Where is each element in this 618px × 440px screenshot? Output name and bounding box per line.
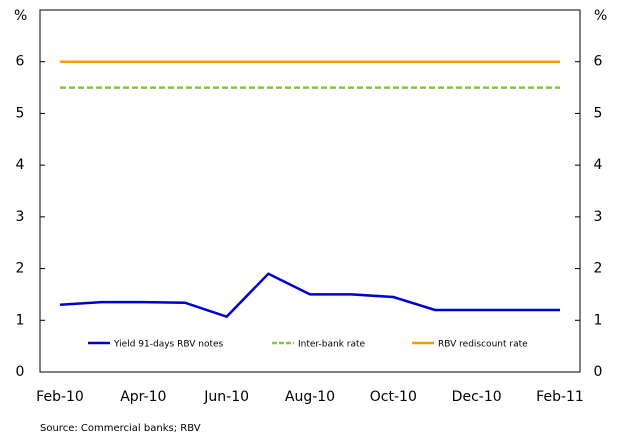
y-tick-label: 5 (16, 105, 25, 121)
x-tick-label: Feb-11 (536, 389, 584, 405)
x-tick-label: Apr-10 (120, 389, 166, 405)
y-axis-label: % (14, 8, 27, 24)
y2-tick-label: 4 (594, 157, 603, 173)
y2-tick-label: 2 (594, 261, 603, 277)
x-tick-label: Oct-10 (370, 389, 417, 405)
y2-tick-label: 5 (594, 105, 603, 121)
legend-label: Yield 91-days RBV notes (113, 340, 224, 350)
y2-tick-label: 0 (594, 364, 603, 380)
x-tick-label: Feb-10 (36, 389, 84, 405)
y2-axis-label: % (594, 8, 607, 24)
source: Source: Commercial banks; RBV (40, 423, 201, 434)
y-tick-label: 4 (16, 157, 25, 173)
legend-label: Inter-bank rate (298, 340, 366, 350)
y-tick-label: 0 (16, 364, 25, 380)
y-tick-label: 1 (16, 312, 25, 328)
plot-frame (39, 9, 581, 373)
y2-tick-label: 1 (594, 312, 603, 328)
x-tick-label: Dec-10 (452, 389, 502, 405)
y-tick-label: 3 (16, 209, 25, 225)
x-tick-label: Jun-10 (203, 389, 249, 405)
y-tick-label: 6 (16, 54, 25, 70)
y2-tick-label: 6 (594, 54, 603, 70)
line-series (59, 272, 560, 319)
y-tick-label: 2 (16, 261, 25, 277)
x-tick-label: Aug-10 (285, 389, 335, 405)
legend-label: RBV rediscount rate (438, 340, 528, 350)
y2-tick-label: 3 (594, 209, 603, 225)
